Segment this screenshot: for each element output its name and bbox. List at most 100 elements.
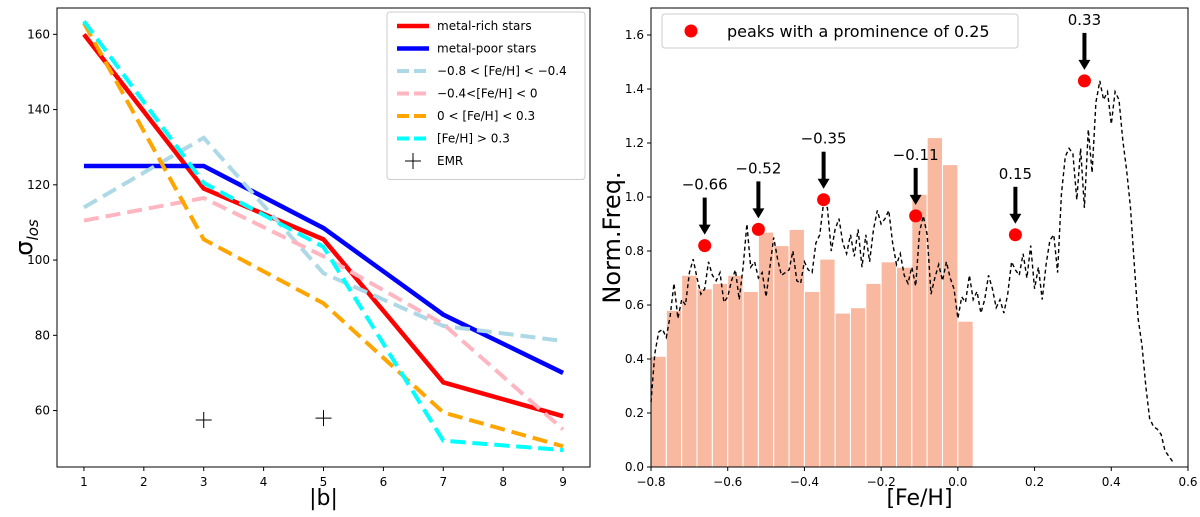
right-legend-box [661, 13, 1019, 49]
legend-label: 0 < [Fe/H] < 0.3 [437, 109, 535, 123]
histogram-bar [742, 291, 759, 468]
y-axis-label-subscript: los [24, 219, 42, 240]
histogram-bar [788, 228, 805, 468]
series-line [82, 32, 564, 419]
peak-marker [698, 239, 712, 253]
emr-marker [315, 410, 332, 427]
legend-label: metal-rich stars [437, 19, 532, 33]
left-plot-frame [56, 7, 591, 468]
peak-value-label: 0.33 [1068, 11, 1101, 29]
y-axis-label: Norm.Freq. [598, 171, 626, 303]
histogram-bar [926, 137, 944, 468]
right-plot-frame [650, 7, 1189, 468]
emr-marker [195, 411, 212, 428]
y-axis-label: σlos [10, 219, 42, 256]
x-tick-label: 6 [380, 475, 388, 489]
peak-marker [817, 193, 831, 207]
left-legend-box [386, 11, 586, 180]
histogram-bar [696, 288, 713, 468]
y-tick-label: 100 [27, 253, 50, 267]
y-tick-label: 160 [27, 27, 50, 41]
x-tick-label: −0.6 [713, 475, 742, 489]
histogram-bar [665, 309, 683, 468]
x-tick-label: 2 [140, 475, 148, 489]
legend-label: metal-poor stars [437, 42, 536, 56]
right-plot-metallicity-histogram: −0.8 −0.6 −0.4 −0.2 0.0 0.2 0.4 0.6 0.0 0.2 0.4 0.6… [598, 7, 1198, 511]
legend-label: −0.4<[Fe/H] < 0 [437, 87, 538, 101]
series-line [82, 135, 564, 343]
y-tick-label: 60 [35, 404, 50, 418]
peak-arrow-head [1009, 213, 1022, 224]
histogram-bar [727, 274, 744, 468]
density-curve [650, 80, 1174, 463]
histogram-bar [849, 307, 867, 468]
y-tick-label: 1.4 [625, 82, 644, 96]
peak-value-label: −0.66 [682, 176, 728, 194]
histogram-bar [911, 193, 928, 468]
peak-value-label: −0.52 [735, 159, 781, 177]
histogram-bar [895, 266, 913, 468]
legend-label: EMR [437, 154, 463, 168]
legend-label: peaks with a prominence of 0.25 [727, 22, 990, 41]
histogram-bar [711, 282, 729, 468]
histogram-bar [942, 164, 959, 468]
peak-arrow-head [752, 208, 765, 219]
y-tick-label: 0.4 [625, 352, 644, 366]
peak-value-label: −0.35 [801, 130, 847, 148]
y-tick-label: 0.0 [625, 460, 644, 474]
histogram-bar [819, 258, 836, 468]
legend-label: −0.8 < [Fe/H] < −0.4 [437, 64, 567, 78]
histogram-bar [880, 261, 897, 468]
x-tick-label: 9 [559, 475, 567, 489]
series-line [82, 22, 564, 449]
y-tick-label: 1.2 [625, 136, 644, 150]
x-axis-label: |b| [309, 486, 338, 511]
x-tick-label: −0.4 [790, 475, 819, 489]
left-plot-velocity-dispersion: 1 2 3 4 5 6 7 8 9 60 80 100 120 140 160 metal-rich star… [10, 7, 591, 511]
histogram-bar [773, 245, 790, 468]
y-axis-label-main: σ [10, 240, 38, 255]
histogram-bar [957, 320, 974, 468]
peak-arrow-head [698, 224, 711, 235]
histogram-bar [757, 231, 775, 468]
y-tick-label: 120 [27, 178, 50, 192]
x-tick-label: 0.6 [1178, 475, 1197, 489]
x-tick-label: 1 [80, 475, 88, 489]
histogram-bar [803, 291, 821, 468]
y-tick-label: 0.6 [625, 298, 644, 312]
peak-arrow-head [909, 194, 922, 205]
y-tick-label: 0.2 [625, 406, 644, 420]
peak-marker [909, 209, 923, 223]
y-tick-label: 0.8 [625, 244, 644, 258]
legend-label: [Fe/H] > 0.3 [437, 132, 510, 146]
x-axis-label: [Fe/H] [886, 486, 952, 511]
x-tick-label: 4 [260, 475, 268, 489]
y-tick-label: 80 [35, 328, 50, 342]
y-tick-label: 1.6 [625, 28, 644, 42]
series-line [83, 195, 565, 431]
x-tick-label: −0.8 [636, 475, 665, 489]
legend-swatch-emr [405, 153, 421, 169]
x-tick-label: 8 [499, 475, 507, 489]
legend-peak-marker [684, 24, 698, 38]
x-tick-label: 3 [200, 475, 208, 489]
y-tick-label: 140 [27, 103, 50, 117]
series-line [82, 19, 564, 453]
peak-value-label: 0.15 [999, 165, 1032, 183]
x-tick-label: 0.4 [1102, 475, 1121, 489]
histogram-bar [865, 282, 882, 468]
histogram-bar [834, 312, 851, 468]
peak-arrow-head [1078, 59, 1091, 70]
x-tick-label: 0.0 [948, 475, 967, 489]
y-tick-label: 1.0 [625, 190, 644, 204]
x-tick-label: 0.2 [1025, 475, 1044, 489]
peak-marker [751, 222, 765, 236]
peak-arrow-head [817, 178, 830, 189]
peak-value-label: −0.11 [893, 146, 939, 164]
peak-marker [1008, 228, 1022, 242]
peak-marker [1077, 74, 1091, 88]
x-tick-label: 7 [439, 475, 447, 489]
x-tick-label: 5 [320, 475, 328, 489]
x-tick-label: −0.2 [867, 475, 896, 489]
